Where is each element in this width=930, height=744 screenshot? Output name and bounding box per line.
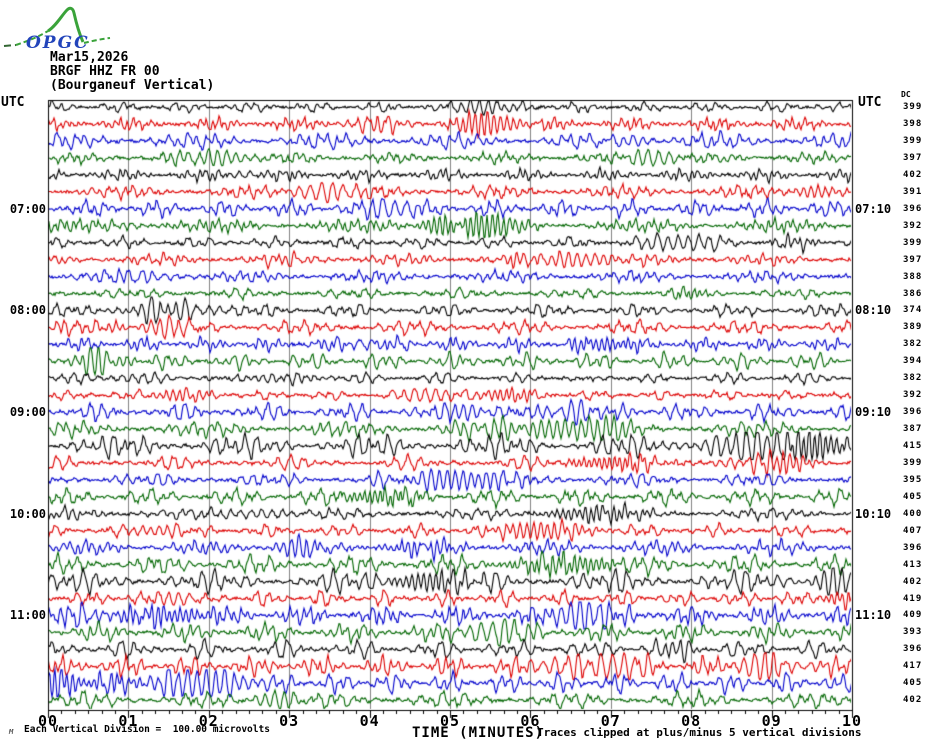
dc-offset-value: 399 (903, 457, 923, 468)
dc-offset-value: 398 (903, 119, 923, 130)
hour-label-left: 10:00 (9, 506, 46, 521)
dc-offset-value: 396 (903, 644, 923, 655)
x-tick-label: 10 (841, 712, 863, 730)
x-tick-label: 08 (681, 712, 702, 730)
dc-offset-value: 389 (903, 322, 923, 333)
opgc-logo: OPGC (3, 6, 111, 53)
dc-offset-value: 396 (903, 407, 923, 418)
x-axis-title: TIME (MINUTES) (412, 725, 545, 741)
utc-label-right: UTC (858, 95, 882, 110)
dc-offset-value: 396 (903, 542, 923, 553)
dc-offset-value: 399 (903, 136, 923, 146)
dc-offset-value: 413 (903, 559, 923, 570)
hour-label-right: 08:10 (855, 303, 892, 318)
dc-offset-value: 393 (903, 627, 923, 638)
logo-text: OPGC (26, 33, 90, 53)
dc-offset-value: 399 (903, 237, 923, 248)
hour-label-right: 07:10 (855, 201, 892, 216)
x-tick-label: 00 (37, 712, 59, 730)
hour-label-right: 10:10 (855, 506, 892, 521)
x-tick-label: 07 (600, 712, 621, 730)
corner-mark: M (9, 728, 14, 736)
dc-column-label: DC (901, 90, 911, 99)
x-tick-label: 06 (520, 712, 541, 730)
dc-offset-value: 405 (903, 491, 923, 502)
x-tick-label: 02 (198, 712, 219, 730)
logo-peak-curve (47, 6, 85, 43)
dc-offset-value: 402 (903, 695, 923, 706)
header-date: Mar15,2026 (50, 50, 129, 65)
dc-offset-value: 386 (903, 288, 923, 299)
x-tick-label: 04 (359, 712, 380, 730)
dc-offset-value: 392 (903, 390, 923, 401)
dc-offset-value: 397 (903, 152, 923, 163)
dc-offset-value: 395 (903, 474, 923, 485)
dc-offset-value: 400 (903, 508, 923, 519)
x-tick-label: 05 (439, 712, 461, 730)
header-location: (Bourganeuf Vertical) (50, 78, 215, 93)
dc-offset-value: 402 (903, 169, 923, 180)
logo-dash-left (3, 44, 17, 47)
dc-offset-value: 409 (903, 610, 923, 621)
dc-offset-value: 392 (903, 220, 923, 231)
dc-offset-value: 397 (903, 254, 923, 265)
dc-offset-value: 396 (903, 203, 923, 214)
dc-offset-value: 419 (903, 593, 923, 604)
scale-note: Each Vertical Division = 100.00 microvol… (24, 724, 270, 735)
dc-offset-value: 399 (903, 102, 923, 113)
hour-label-right: 09:10 (855, 405, 892, 420)
dc-offset-value: 407 (903, 525, 923, 536)
dc-offset-value: 415 (903, 441, 923, 451)
dc-offset-value: 374 (903, 305, 923, 316)
dc-offset-value: 387 (903, 424, 923, 435)
x-tick-label: 09 (761, 712, 782, 730)
logo-dash-right (83, 37, 111, 44)
x-tick-label: 01 (118, 712, 139, 730)
dc-offset-value: 382 (903, 339, 923, 350)
hour-label-left: 08:00 (9, 303, 46, 318)
header-station: BRGF HHZ FR 00 (50, 64, 160, 79)
x-tick-label: 03 (279, 712, 300, 730)
dc-offset-value: 391 (903, 186, 923, 197)
hour-label-left: 11:00 (9, 608, 46, 623)
hour-label-right: 11:10 (855, 608, 892, 623)
dc-offset-value: 388 (903, 271, 923, 282)
logo-dash-slope (15, 30, 49, 46)
hour-label-left: 07:00 (9, 201, 46, 216)
dc-offset-value: 394 (903, 356, 923, 367)
utc-label-left: UTC (1, 95, 25, 110)
dc-offset-value: 405 (903, 678, 923, 689)
hour-label-left: 09:00 (9, 405, 46, 420)
dc-offset-value: 402 (903, 576, 923, 587)
dc-offset-value: 417 (903, 661, 923, 672)
dc-offset-value: 382 (903, 373, 923, 384)
clip-note: Traces clipped at plus/minus 5 vertical … (537, 726, 862, 739)
